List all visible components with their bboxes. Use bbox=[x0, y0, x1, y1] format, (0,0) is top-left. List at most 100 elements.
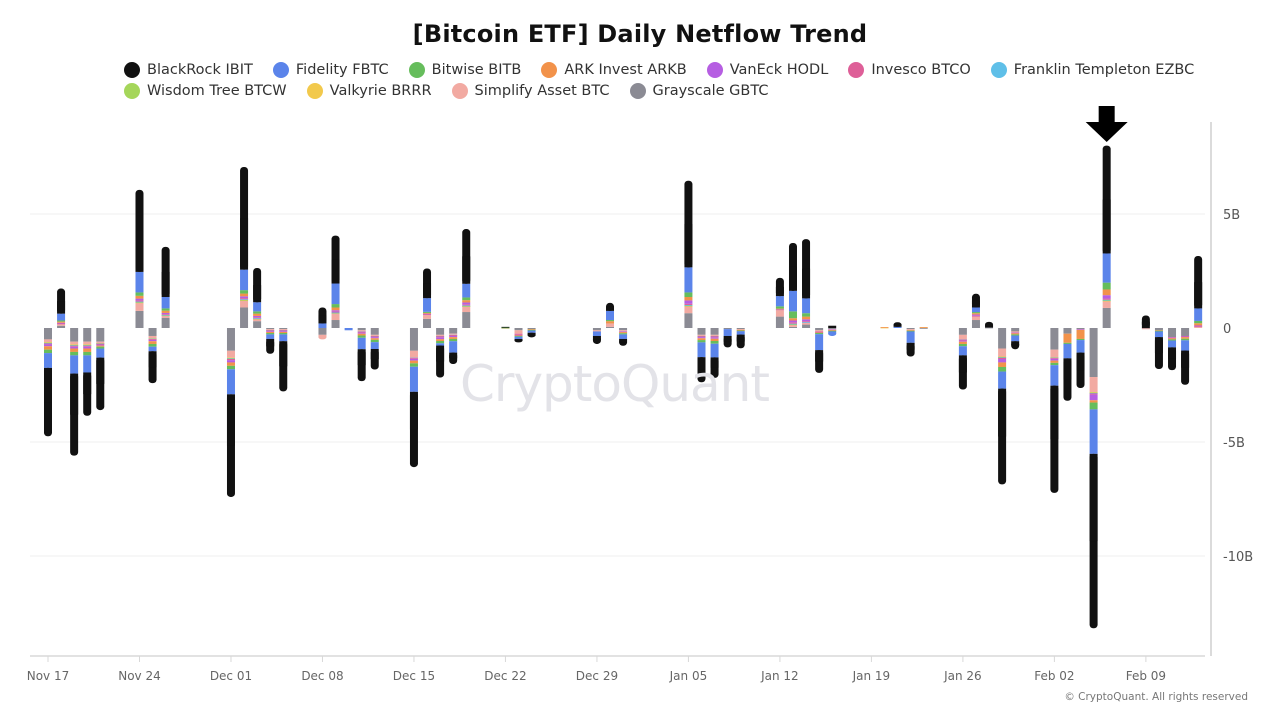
bar-stack[interactable] bbox=[1076, 328, 1085, 388]
bar-segment-valkyrie-brrr bbox=[684, 305, 693, 307]
bar-stack[interactable] bbox=[266, 328, 275, 354]
bar-stack[interactable] bbox=[684, 180, 693, 328]
bar-segment-blackrock-ibit-fill bbox=[357, 349, 366, 366]
bar-segment-bitwise-bitb bbox=[57, 320, 66, 322]
bar-stack[interactable] bbox=[1102, 145, 1111, 328]
bar-segment-blackrock-ibit-fill bbox=[462, 256, 471, 284]
legend-item-invesco-btco[interactable]: Invesco BTCO bbox=[848, 62, 971, 78]
bar-segment-wisdom-tree-btcw bbox=[83, 344, 92, 346]
bar-stack[interactable] bbox=[370, 328, 379, 370]
bar-stack[interactable] bbox=[919, 327, 928, 329]
bar-stack[interactable] bbox=[971, 293, 980, 328]
bar-segment-grayscale-gbtc bbox=[775, 316, 784, 328]
bar-stack[interactable] bbox=[880, 327, 889, 329]
bar-stack[interactable] bbox=[958, 328, 967, 390]
bar-stack[interactable] bbox=[828, 325, 837, 336]
bar-stack[interactable] bbox=[619, 328, 628, 346]
bar-stack[interactable] bbox=[344, 328, 353, 331]
bar-segment-ark-invest-arkb bbox=[684, 296, 693, 301]
bar-stack[interactable] bbox=[906, 328, 915, 357]
bar-stack[interactable] bbox=[44, 328, 52, 437]
bar-stack[interactable] bbox=[501, 326, 510, 329]
bar-stack[interactable] bbox=[1050, 328, 1059, 493]
chart-title: [Bitcoin ETF] Daily Netflow Trend bbox=[412, 20, 868, 48]
legend-item-fidelity-fbtc[interactable]: Fidelity FBTC bbox=[272, 62, 389, 78]
bar-stack[interactable] bbox=[436, 328, 445, 378]
legend-item-valkyrie-brrr[interactable]: Valkyrie BRRR bbox=[306, 83, 432, 99]
legend-item-grayscale-gbtc[interactable]: Grayscale GBTC bbox=[629, 83, 768, 99]
bar-segment-bitwise-bitb bbox=[906, 330, 915, 332]
legend-item-blackrock-ibit[interactable]: BlackRock IBIT bbox=[124, 62, 253, 78]
bar-segment-bitwise-bitb bbox=[331, 304, 340, 308]
bar-stack[interactable] bbox=[357, 328, 366, 382]
x-tick-label: Jan 26 bbox=[943, 669, 982, 683]
bar-stack[interactable] bbox=[736, 328, 745, 349]
legend-item-simplify-asset-btc[interactable]: Simplify Asset BTC bbox=[451, 83, 610, 99]
bar-stack[interactable] bbox=[1194, 255, 1203, 328]
bar-stack[interactable] bbox=[135, 189, 144, 328]
bar-stack[interactable] bbox=[723, 328, 732, 348]
bar-stack[interactable] bbox=[279, 328, 288, 392]
bar-segment-grayscale-gbtc bbox=[148, 328, 157, 336]
bar-stack[interactable] bbox=[815, 328, 824, 373]
bar-stack[interactable] bbox=[423, 268, 432, 328]
bar-stack[interactable] bbox=[318, 307, 327, 340]
bar-segment-invesco-btco bbox=[57, 323, 66, 325]
legend-item-franklin-templeton-ezbc[interactable]: Franklin Templeton EZBC bbox=[990, 62, 1194, 78]
bar-stack[interactable] bbox=[985, 321, 994, 329]
bar-stack[interactable] bbox=[527, 328, 536, 338]
legend-item-vaneck-hodl[interactable]: VanEck HODL bbox=[706, 62, 828, 78]
x-tick-label: Jan 05 bbox=[669, 669, 708, 683]
bar-stack[interactable] bbox=[1011, 328, 1020, 350]
bar-segment-blackrock-ibit-fill bbox=[893, 324, 902, 327]
bar-stack[interactable] bbox=[1089, 328, 1098, 629]
bar-segment-blackrock-ibit-fill bbox=[1181, 350, 1190, 368]
bar-segment-simplify-asset-btc bbox=[1194, 326, 1203, 328]
bar-segment-blackrock-ibit-fill bbox=[409, 391, 418, 430]
bar-stack[interactable] bbox=[710, 328, 719, 378]
bar-stack[interactable] bbox=[514, 328, 523, 343]
bar-stack[interactable] bbox=[893, 322, 902, 328]
bar-segment-ark-invest-arkb bbox=[240, 293, 249, 297]
bar-stack[interactable] bbox=[998, 328, 1007, 485]
legend-item-bitwise-bitb[interactable]: Bitwise BITB bbox=[408, 62, 521, 78]
bar-segment-blackrock-ibit-fill bbox=[710, 357, 719, 368]
legend-item-ark-invest-arkb[interactable]: ARK Invest ARKB bbox=[541, 62, 687, 78]
bar-stack[interactable] bbox=[57, 288, 66, 328]
bar-stack[interactable] bbox=[70, 328, 79, 456]
bar-stack[interactable] bbox=[409, 328, 418, 468]
bar-segment-fidelity-fbtc bbox=[436, 343, 445, 346]
bar-stack[interactable] bbox=[606, 302, 615, 328]
bar-segment-vaneck-hodl bbox=[370, 337, 379, 339]
bar-stack[interactable] bbox=[1181, 328, 1190, 385]
bar-stack[interactable] bbox=[788, 242, 797, 328]
bar-segment-simplify-asset-btc bbox=[710, 334, 719, 336]
bar-stack[interactable] bbox=[697, 328, 706, 383]
bar-stack[interactable] bbox=[1168, 328, 1177, 371]
bar-segment-blackrock-ibit bbox=[828, 325, 837, 328]
legend-item-wisdom-tree-btcw[interactable]: Wisdom Tree BTCW bbox=[124, 83, 287, 99]
bar-stack[interactable] bbox=[462, 229, 471, 328]
bar-segment-vaneck-hodl bbox=[514, 334, 523, 336]
bar-stack[interactable] bbox=[226, 328, 235, 497]
bar-segment-valkyrie-brrr bbox=[226, 357, 235, 359]
bar-stack[interactable] bbox=[592, 328, 601, 344]
bar-stack[interactable] bbox=[1154, 328, 1163, 370]
bar-segment-blackrock-ibit-fill bbox=[1194, 282, 1203, 309]
bar-stack[interactable] bbox=[161, 246, 170, 328]
bar-stack[interactable] bbox=[148, 328, 157, 384]
bar-segment-bitwise-bitb bbox=[70, 351, 79, 356]
bar-stack[interactable] bbox=[449, 328, 458, 365]
bar-stack[interactable] bbox=[83, 328, 92, 416]
bar-stack[interactable] bbox=[96, 328, 105, 411]
bar-stack[interactable] bbox=[775, 277, 784, 328]
bar-segment-blackrock-ibit bbox=[501, 326, 510, 328]
bar-segment-simplify-asset-btc bbox=[684, 306, 693, 314]
bar-stack[interactable] bbox=[1063, 328, 1072, 401]
bar-stack[interactable] bbox=[253, 268, 262, 328]
bar-stack[interactable] bbox=[331, 235, 340, 328]
bar-stack[interactable] bbox=[802, 239, 811, 328]
bar-stack[interactable] bbox=[1141, 315, 1150, 330]
bar-segment-blackrock-ibit-fill bbox=[148, 351, 157, 368]
bar-stack[interactable] bbox=[240, 167, 249, 328]
